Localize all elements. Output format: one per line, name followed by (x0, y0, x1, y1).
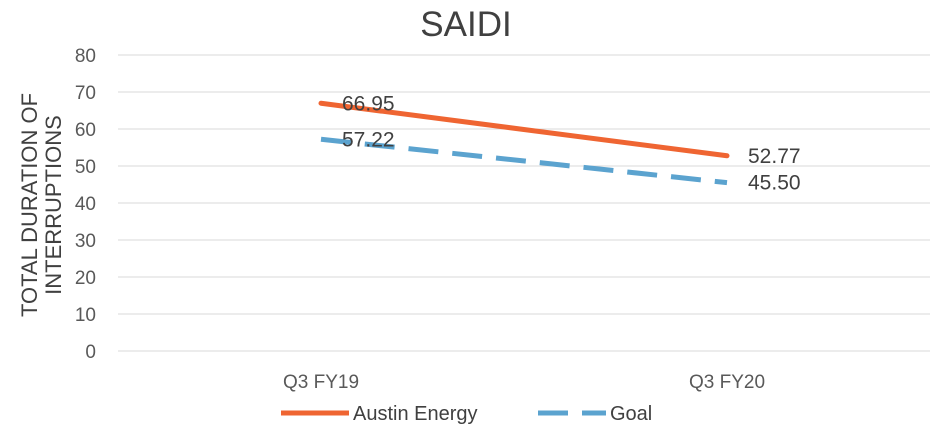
legend-label: Austin Energy (353, 403, 478, 425)
y-tick-label: 10 (75, 305, 96, 326)
y-tick-label: 20 (75, 268, 96, 289)
data-labels: 66.95 52.77 57.22 45.50 (342, 92, 801, 194)
y-axis-label: TOTAL DURATION OF (17, 93, 42, 317)
y-tick-label: 0 (85, 342, 96, 363)
y-axis-label-line-2: INTERRUPTIONS (41, 115, 66, 295)
chart-title: SAIDI (420, 5, 511, 44)
data-label: 45.50 (748, 172, 801, 195)
x-tick-label: Q3 FY19 (283, 372, 359, 393)
data-label: 66.95 (342, 92, 395, 115)
y-axis-label-line-1: TOTAL DURATION OF (17, 93, 42, 317)
x-tick-label: Q3 FY20 (689, 372, 765, 393)
x-tick-labels: Q3 FY19 Q3 FY20 (283, 372, 765, 393)
y-tick-label: 60 (75, 120, 96, 141)
series-lines (318, 100, 730, 186)
gridlines (118, 54, 930, 352)
y-tick-label: 50 (75, 157, 96, 178)
y-tick-label: 70 (75, 83, 96, 104)
legend: Austin Energy Goal (281, 403, 652, 425)
y-tick-label: 40 (75, 194, 96, 215)
y-tick-label: 80 (75, 46, 96, 67)
data-label: 52.77 (748, 145, 801, 168)
series-line-goal (320, 136, 728, 186)
series-line-austin-energy (318, 100, 730, 159)
legend-label: Goal (610, 403, 652, 425)
y-axis-label-2: INTERRUPTIONS (41, 115, 66, 295)
y-tick-labels: 0 10 20 30 40 50 60 70 80 (75, 46, 96, 363)
data-label: 57.22 (342, 128, 395, 151)
y-tick-label: 30 (75, 231, 96, 252)
